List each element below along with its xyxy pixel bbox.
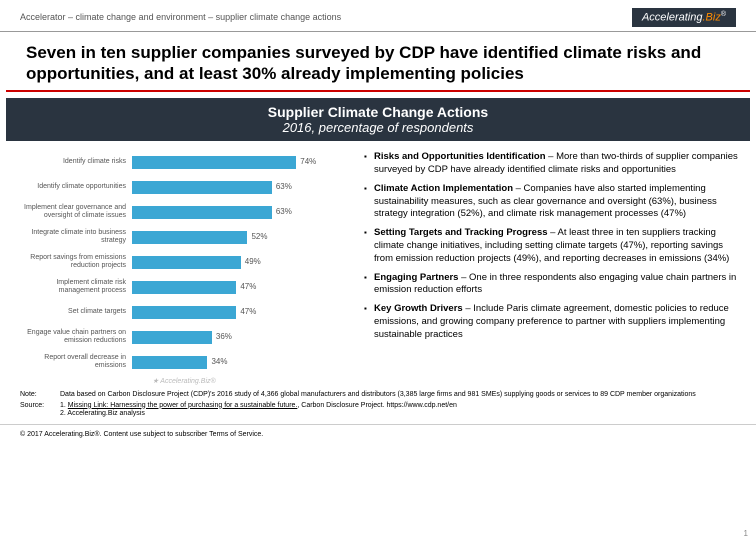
bar-value: 49%: [245, 257, 261, 266]
page-number: 1: [744, 529, 748, 538]
bullet-item: Risks and Opportunities Identification –…: [364, 151, 742, 177]
bar-track: 47%: [132, 306, 354, 319]
bullet-bold: Engaging Partners: [374, 272, 458, 283]
bar-chart: Identify climate risks74%Identify climat…: [14, 151, 354, 373]
bar-value: 63%: [276, 207, 292, 216]
bar-label: Implement climate risk management proces…: [14, 279, 132, 294]
bar-fill: [132, 256, 241, 269]
bar-row: Engage value chain partners on emission …: [14, 326, 354, 348]
bar-fill: [132, 331, 212, 344]
bar-fill: [132, 181, 272, 194]
bar-fill: [132, 231, 247, 244]
bar-label: Identify climate risks: [14, 158, 132, 166]
chart-column: Identify climate risks74%Identify climat…: [14, 151, 354, 385]
bar-value: 63%: [276, 182, 292, 191]
logo-reg: ®: [721, 11, 726, 18]
bar-track: 74%: [132, 156, 354, 169]
bar-track: 34%: [132, 356, 354, 369]
bar-track: 63%: [132, 181, 354, 194]
bar-value: 74%: [300, 157, 316, 166]
bar-fill: [132, 281, 236, 294]
bar-row: Identify climate risks 74%: [14, 151, 354, 173]
source-label: Source:: [20, 402, 60, 419]
source-text: 1. Missing Link: Harnessing the power of…: [60, 402, 736, 419]
bar-value: 52%: [251, 232, 267, 241]
bar-label: Set climate targets: [14, 308, 132, 316]
bar-label: Integrate climate into business strategy: [14, 229, 132, 244]
logo: Accelerating.Biz®: [632, 8, 736, 27]
footer-text: © 2017 Accelerating.Biz®. Content use su…: [0, 424, 756, 444]
bullet-list: Risks and Opportunities Identification –…: [364, 151, 742, 385]
note-text: Data based on Carbon Disclosure Project …: [60, 391, 736, 399]
bar-value: 47%: [240, 307, 256, 316]
note-row: Note: Data based on Carbon Disclosure Pr…: [20, 391, 736, 399]
bar-fill: [132, 206, 272, 219]
notes-section: Note: Data based on Carbon Disclosure Pr…: [0, 385, 756, 418]
bar-track: 36%: [132, 331, 354, 344]
bar-label: Report overall decrease in emissions: [14, 354, 132, 369]
bar-track: 52%: [132, 231, 354, 244]
bullet-bold: Climate Action Implementation: [374, 183, 513, 194]
chart-title-1: Supplier Climate Change Actions: [6, 104, 750, 120]
bar-row: Integrate climate into business strategy…: [14, 226, 354, 248]
bullet-item: Key Growth Drivers – Include Paris clima…: [364, 303, 742, 341]
bar-row: Implement clear governance and oversight…: [14, 201, 354, 223]
bar-row: Implement climate risk management proces…: [14, 276, 354, 298]
bullet-item: Setting Targets and Tracking Progress – …: [364, 227, 742, 265]
bar-row: Report savings from emissions reduction …: [14, 251, 354, 273]
logo-text-2: .Biz: [702, 12, 720, 24]
bullet-item: Climate Action Implementation – Companie…: [364, 183, 742, 221]
chart-title-bar: Supplier Climate Change Actions 2016, pe…: [6, 98, 750, 141]
bar-value: 36%: [216, 332, 232, 341]
page-headline: Seven in ten supplier companies surveyed…: [6, 32, 750, 93]
chart-title-2: 2016, percentage of respondents: [6, 120, 750, 135]
header-row: Accelerator – climate change and environ…: [0, 0, 756, 32]
bar-label: Identify climate opportunities: [14, 183, 132, 191]
breadcrumb: Accelerator – climate change and environ…: [20, 12, 341, 22]
source-row: Source: 1. Missing Link: Harnessing the …: [20, 402, 736, 419]
source-1b: , Carbon Disclosure Project. https://www…: [297, 402, 457, 409]
bar-value: 34%: [211, 357, 227, 366]
logo-text-1: Accelerating: [642, 12, 703, 24]
bar-fill: [132, 356, 207, 369]
bar-fill: [132, 306, 236, 319]
bar-track: 49%: [132, 256, 354, 269]
content-area: Identify climate risks74%Identify climat…: [0, 141, 756, 385]
bullet-item: Engaging Partners – One in three respond…: [364, 272, 742, 298]
bar-track: 63%: [132, 206, 354, 219]
bullet-bold: Key Growth Drivers: [374, 303, 463, 314]
chart-watermark: ★ Accelerating.Biz®: [14, 377, 354, 385]
bar-label: Engage value chain partners on emission …: [14, 329, 132, 344]
source-2: 2. Accelerating.Biz analysis: [60, 410, 145, 417]
bullet-bold: Setting Targets and Tracking Progress: [374, 227, 548, 238]
source-1a: 1.: [60, 402, 68, 409]
note-label: Note:: [20, 391, 60, 399]
bar-row: Report overall decrease in emissions 34%: [14, 351, 354, 373]
source-link[interactable]: Missing Link: Harnessing the power of pu…: [68, 402, 298, 409]
bar-label: Report savings from emissions reduction …: [14, 254, 132, 269]
bar-fill: [132, 156, 296, 169]
bar-row: Identify climate opportunities 63%: [14, 176, 354, 198]
bar-track: 47%: [132, 281, 354, 294]
bar-row: Set climate targets 47%: [14, 301, 354, 323]
bar-label: Implement clear governance and oversight…: [14, 204, 132, 219]
bullet-bold: Risks and Opportunities Identification: [374, 151, 546, 162]
bar-value: 47%: [240, 282, 256, 291]
